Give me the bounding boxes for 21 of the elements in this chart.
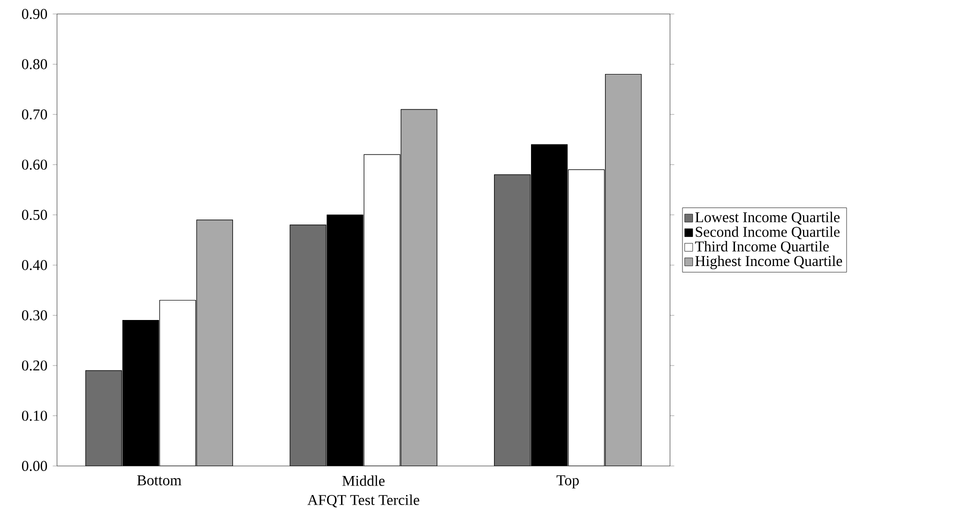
y-tick-label: 0.40: [22, 260, 48, 270]
x-tick-label: Top: [556, 475, 579, 488]
y-tick-label: 0.80: [22, 59, 48, 70]
y-tick-label: 0.50: [22, 210, 48, 220]
x-axis-title: AFQT Test Tercile: [307, 494, 420, 508]
legend-label: Third Income Quartile: [695, 240, 829, 254]
y-tick-label: 0.10: [22, 410, 48, 421]
legend-label: Highest Income Quartile: [695, 256, 842, 270]
y-tick-label: 0.00: [22, 460, 48, 472]
x-tick-label: Middle: [342, 475, 385, 486]
y-tick-label: 0.30: [22, 310, 48, 320]
legend-label: Second Income Quartile: [696, 226, 840, 240]
legend-label: Lowest Income Quartile: [695, 212, 840, 225]
bar: [400, 109, 438, 466]
y-tick-label: 0.60: [22, 160, 48, 170]
y-tick-label: 0.70: [22, 109, 48, 120]
x-tick-label: Bottom: [137, 475, 182, 486]
y-tick-label: 0.90: [22, 8, 48, 20]
bar: [196, 220, 233, 466]
bar: [605, 74, 642, 466]
y-tick-label: 0.20: [22, 360, 48, 371]
